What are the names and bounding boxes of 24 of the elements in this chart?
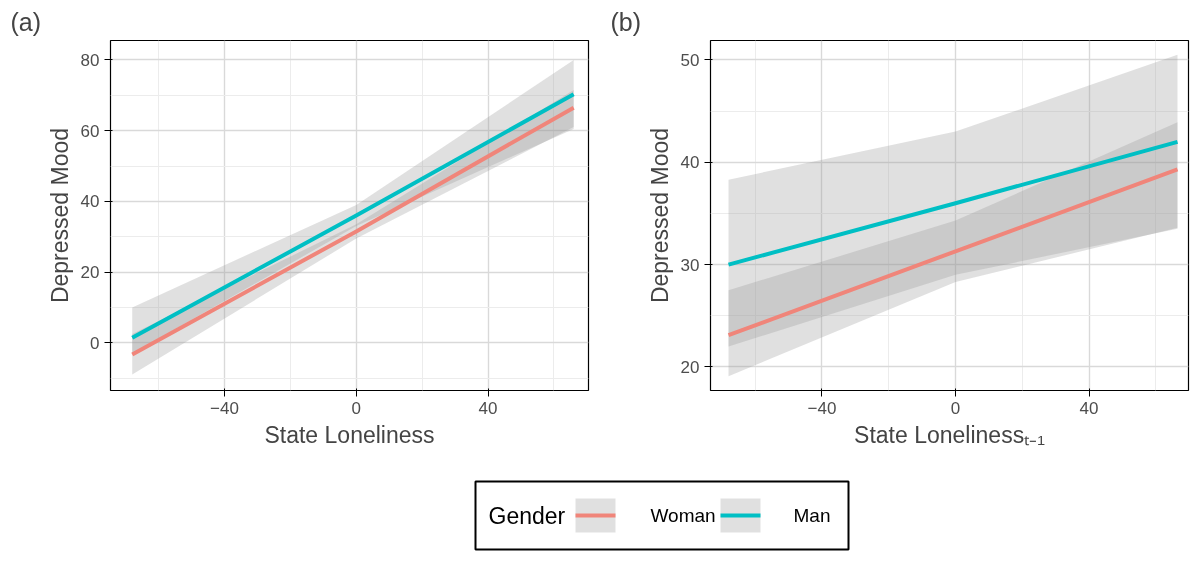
text: (a) (10, 7, 42, 36)
y-tick-label: 50 (680, 50, 700, 70)
y-tick-label: 20 (80, 263, 100, 283)
y-tick-label: 0 (90, 333, 100, 353)
y-tick-label: 60 (80, 121, 100, 141)
x-tick-label: −40 (210, 398, 239, 418)
text: (b) (610, 7, 642, 36)
x-tick-label: 0 (351, 398, 361, 418)
x-tick-label: −40 (807, 398, 837, 418)
legend-label: Man (793, 505, 831, 526)
x-tick-label: 40 (478, 398, 498, 418)
legend-title: Gender (488, 502, 566, 529)
x-axis-title: State Loneliness (264, 421, 435, 448)
legend-label: Woman (650, 505, 716, 526)
y-axis-title: Depressed Mood (46, 127, 73, 304)
y-tick-label: 40 (80, 192, 100, 212)
x-axis-title: State Lonelinessₜ₋₁ (854, 421, 1046, 448)
y-tick-label: 20 (680, 357, 700, 377)
y-tick-label: 40 (680, 153, 700, 173)
y-tick-label: 80 (80, 50, 100, 70)
x-tick-label: 40 (1079, 398, 1099, 418)
x-tick-label: 0 (950, 398, 961, 418)
y-axis-title: Depressed Mood (646, 127, 673, 304)
y-tick-label: 30 (680, 255, 700, 275)
